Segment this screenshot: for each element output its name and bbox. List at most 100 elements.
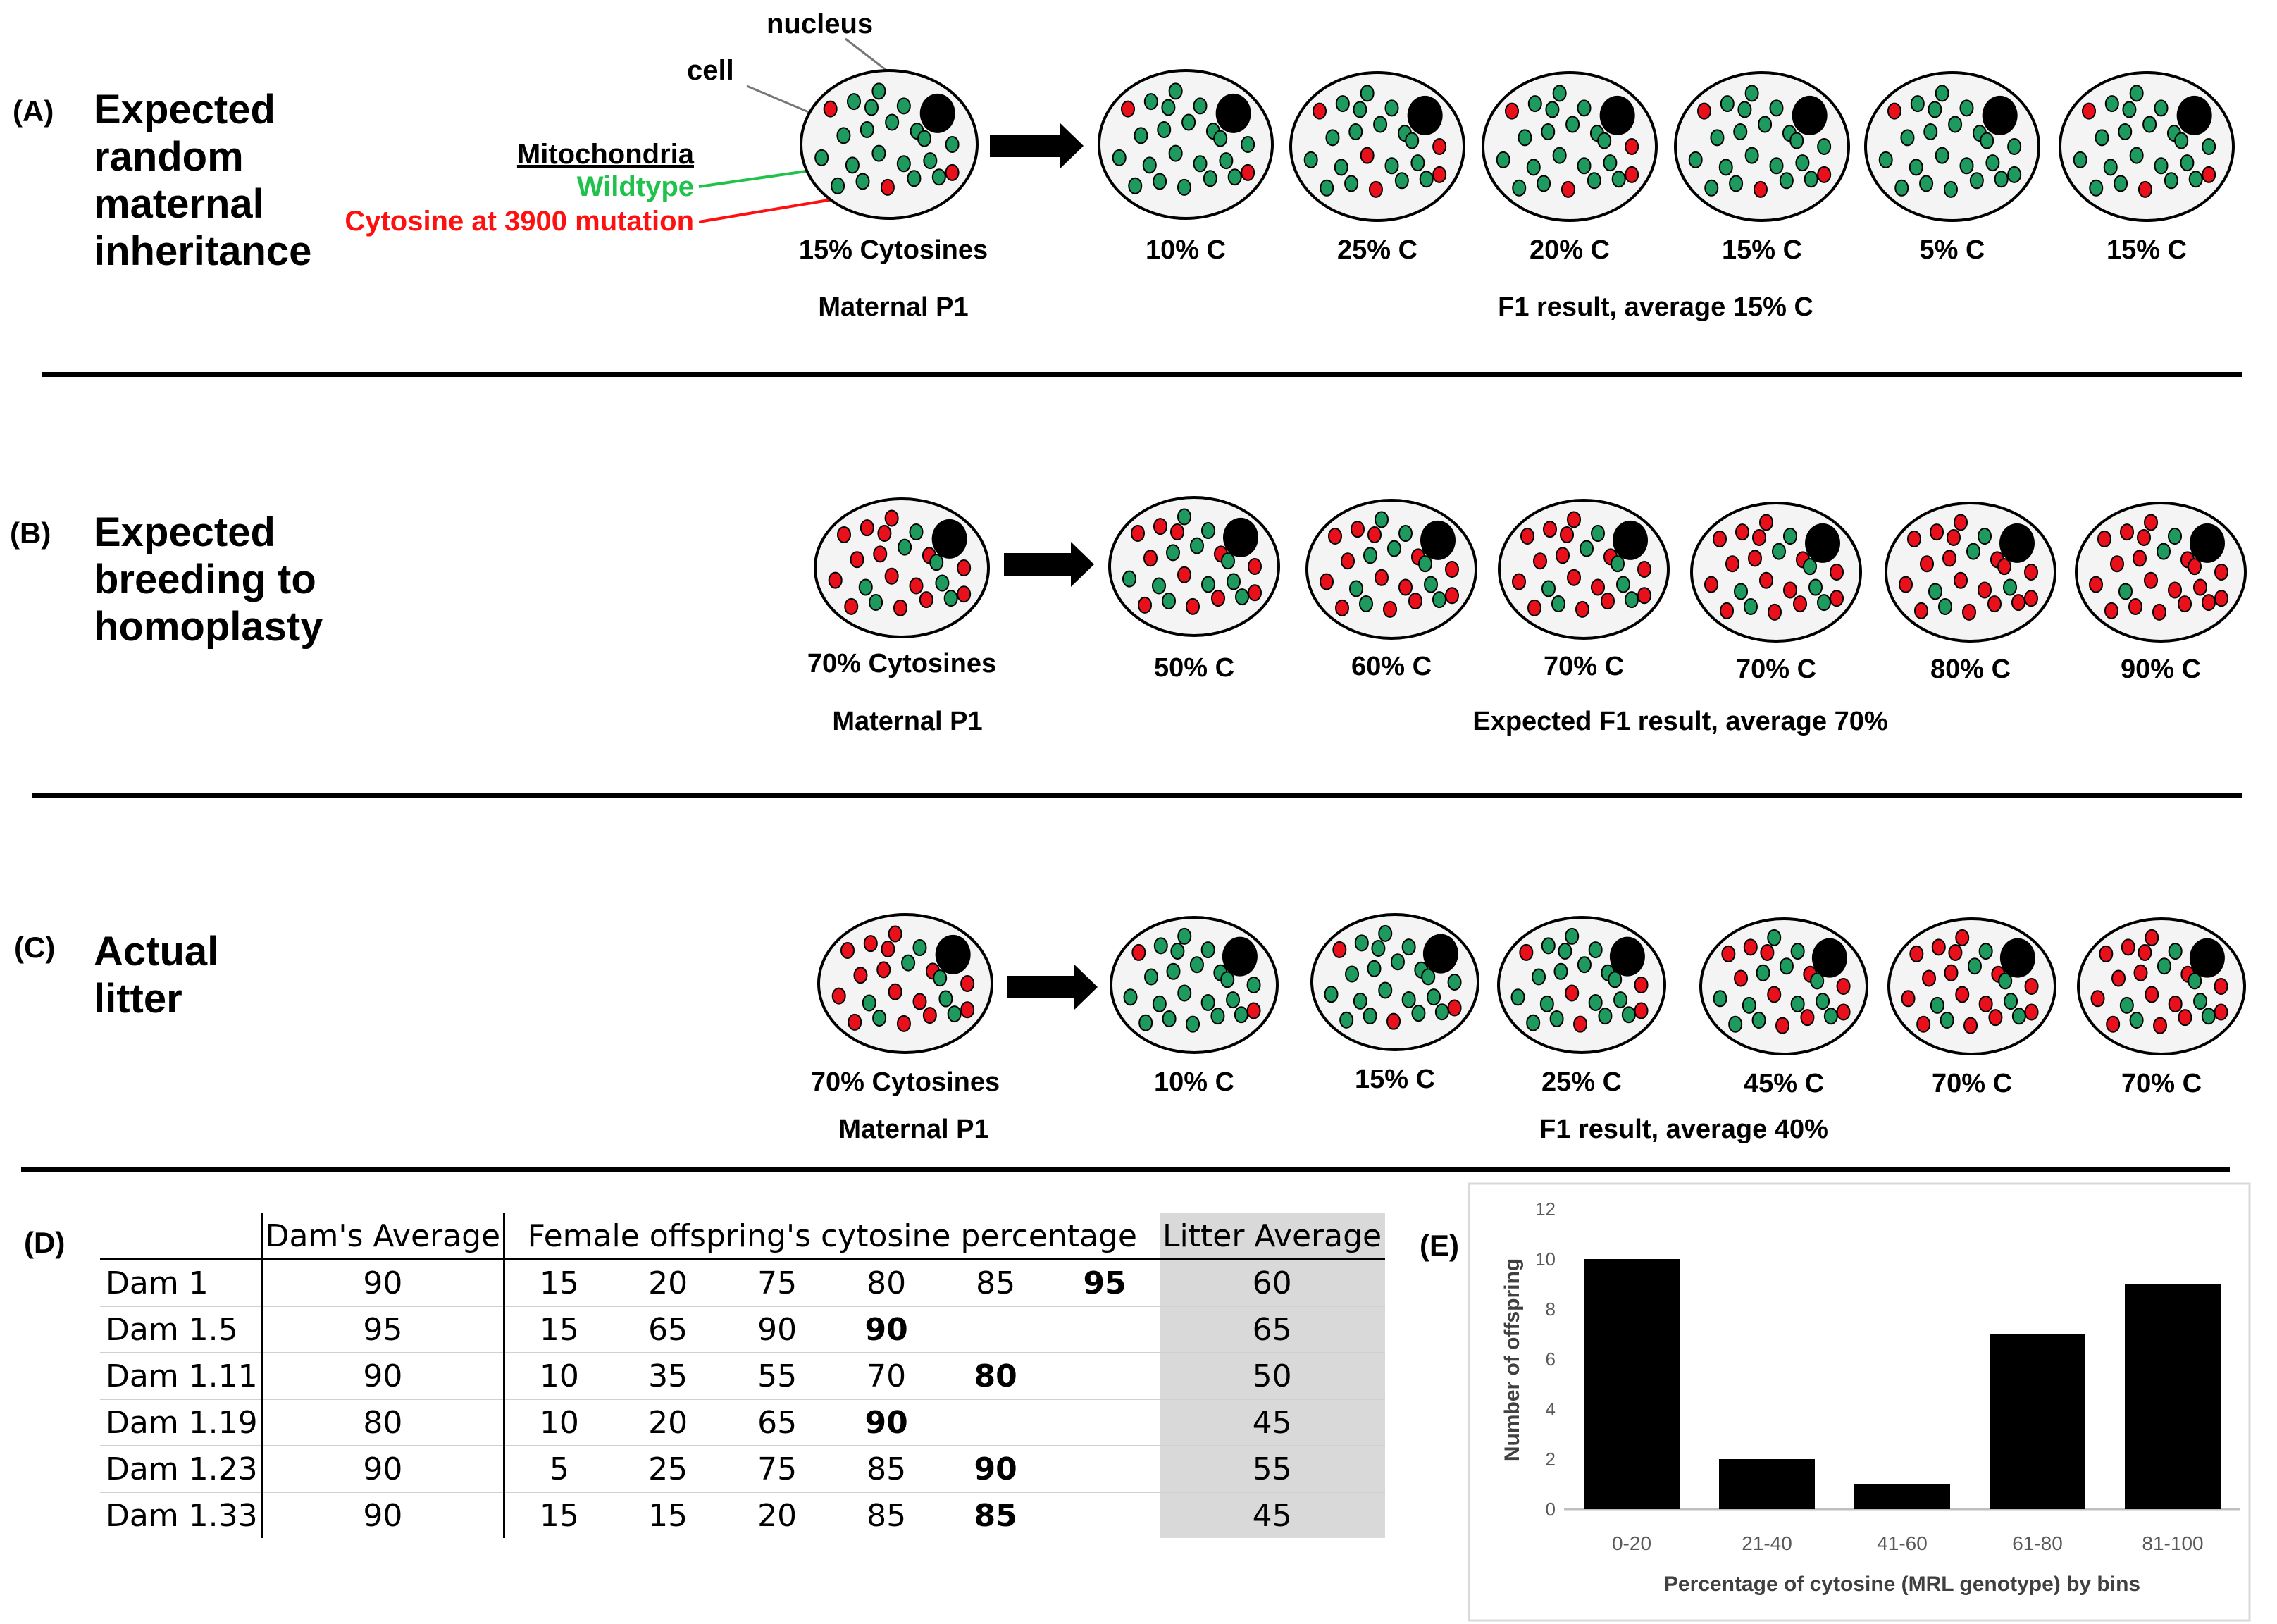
wildtype-mitochondrion [1817,594,1831,612]
wildtype-mitochondrion [1367,960,1382,977]
nucleus-icon [1599,95,1635,135]
wildtype-mitochondrion [1552,147,1567,164]
mutant-mitochondrion [1954,571,1968,589]
wildtype-mitochondrion [1378,981,1393,999]
wildtype-mitochondrion [2104,95,2119,113]
wildtype-mitochondrion [935,574,950,592]
wildtype-mitochondrion [896,97,911,115]
wildtype-mitochondrion [869,594,883,611]
mutant-mitochondrion [2144,571,2158,589]
mutant-mitochondrion [2168,581,2182,599]
panel-a-title-1: Expected [94,87,275,132]
y-tick-label: 12 [1535,1198,1556,1220]
wildtype-mitochondrion [1210,1008,1225,1025]
mutant-mitochondrion [1567,511,1581,528]
wildtype-mitochondrion [855,173,870,190]
wildtype-mitochondrion [1201,576,1215,593]
mutant-mitochondrion [945,163,960,181]
wildtype-mitochondrion [1613,991,1628,1009]
wildtype-mitochondrion [1894,179,1909,197]
wildtype-mitochondrion [1597,132,1612,149]
wildtype-mitochondrion [864,99,879,116]
offspring-value-cell: 90 [941,1446,1050,1493]
panel-b-offspring-pct-3: 70% C [1544,652,1624,681]
wildtype-mitochondrion [1144,968,1159,986]
offspring-value-cell: 20 [757,1497,798,1534]
wildtype-mitochondrion [2011,1008,2026,1025]
wildtype-mitochondrion [1744,85,1759,102]
y-tick-label: 2 [1546,1449,1556,1470]
mutant-mitochondrion [1241,163,1255,181]
mutant-mitochondrion [1138,596,1152,614]
wildtype-mitochondrion [2114,175,2128,192]
cell-pointer [746,85,819,118]
wildtype-mitochondrion [1541,123,1556,140]
mutant-mitochondrion [1783,581,1797,599]
wildtype-mitochondrion [1742,996,1756,1014]
wildtype-mitochondrion [2202,138,2216,155]
wildtype-mitochondrion [1345,965,1360,983]
wildtype-mitochondrion [1608,971,1623,988]
nucleus-icon [2190,523,2225,563]
mutant-mitochondrion [2214,590,2228,607]
nucleus-label: nucleus [767,8,873,39]
wildtype-mitochondrion [1152,995,1167,1012]
wildtype-mitochondrion [1190,537,1204,554]
litter-average-cell: 60 [1159,1259,1385,1307]
panel-a-title-4: inheritance [94,228,311,274]
mutant-mitochondrion [2024,564,2038,581]
offspring-cell [1885,502,2056,643]
panel-a-cells [800,69,2235,222]
wildtype-mitochondrion [1621,1006,1636,1024]
wildtype-mitochondrion [2168,943,2183,960]
wildtype-mitochondrion [943,590,958,607]
wildtype-mitochondrion [1978,943,1993,960]
wildtype-mitochondrion [1434,1003,1449,1021]
mutant-mitochondrion [1565,984,1580,1002]
wildtype-mitochondrion [1804,171,1818,188]
mutant-mitochondrion [1753,180,1768,198]
x-tick-label: 0-20 [1612,1532,1651,1554]
wildtype-mitochondrion [1737,101,1752,118]
wildtype-mitochondrion [1241,136,1255,153]
wildtype-mitochondrion [1948,116,1963,133]
offspring-value-cell: 25 [613,1446,723,1493]
mutant-mitochondrion [2090,990,2105,1008]
offspring-value-cell: 70 [831,1353,941,1400]
wildtype-mitochondrion [1935,85,1949,102]
wildtype-mitochondrion [1166,962,1181,980]
mutant-mitochondrion [1901,990,1916,1008]
wildtype-pointer [698,168,821,188]
mutant-mitochondrion [840,941,855,959]
mutant-mitochondrion [1987,595,2002,613]
mutant-mitochondrion [1556,547,1570,564]
mutant-mitochondrion [1775,1017,1790,1034]
offspring-value-cell: 65 [722,1399,832,1446]
mutant-mitochondrion [2121,938,2135,956]
litter-average-cell: 65 [1159,1306,1385,1353]
mutant-mitochondrion [1591,578,1605,596]
wildtype-mitochondrion [2119,996,2134,1014]
wildtype-mitochondrion [1401,991,1416,1008]
wildtype-mitochondrion [2168,528,2182,545]
litter-average-cell: 45 [1159,1492,1385,1538]
wildtype-mitochondrion [1527,95,1542,113]
mutant-mitochondrion [881,941,895,957]
panel-c-cells [817,913,2246,1055]
wildtype-mitochondrion [847,93,861,111]
dam-average-cell: 95 [261,1306,506,1353]
wildtype-mitochondrion [1375,511,1389,528]
offspring-cell [1110,916,1279,1054]
mutant-mitochondrion [1734,969,1749,987]
dam-name-cell: Dam 1.33 [100,1492,263,1538]
wildtype-mitochondrion [2129,147,2144,164]
wildtype-mitochondrion [1720,95,1735,113]
offspring-value-cell: 65 [613,1306,723,1353]
wildtype-mitochondrion [1713,990,1727,1008]
wildtype-mitochondrion [1378,924,1393,942]
mutant-mitochondrion [1328,527,1342,545]
wildtype-mitochondrion [1611,555,1625,573]
x-axis-title: Percentage of cytosine (MRL genotype) by… [1664,1573,2140,1596]
wildtype-mitochondrion [1360,85,1375,102]
wildtype-mitochondrion [1371,940,1386,957]
